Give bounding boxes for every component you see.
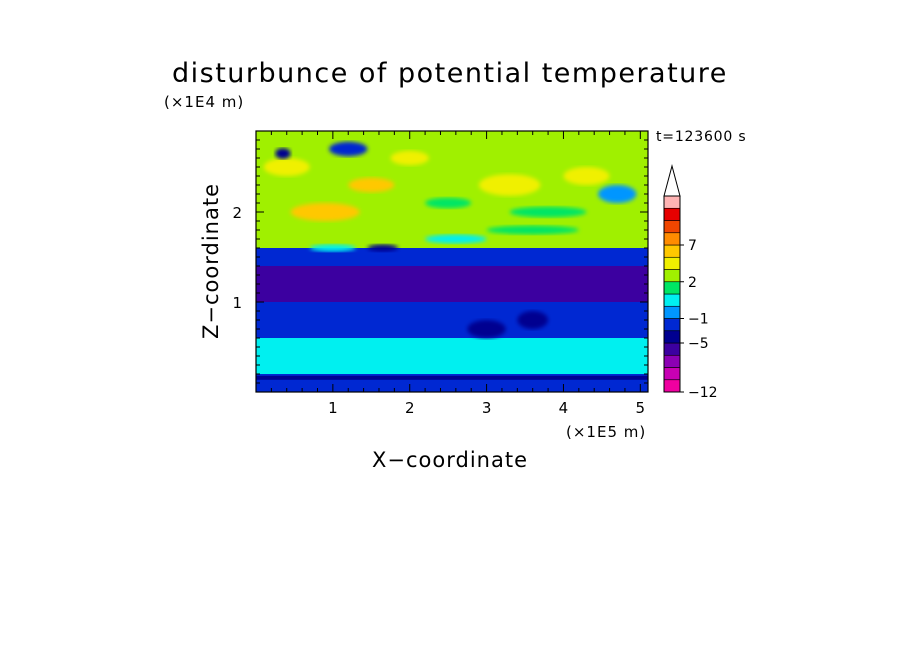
colorbar-swatch (663, 207, 681, 221)
field-feature (263, 158, 310, 176)
colorbar-swatch (663, 220, 681, 234)
plot-frame (255, 130, 649, 393)
y-axis-label: Z−coordinate (199, 183, 223, 339)
field-band (256, 248, 648, 266)
field-feature (425, 197, 472, 209)
colorbar-swatch (663, 354, 681, 368)
colorbar-label: −5 (688, 336, 709, 352)
field-feature (598, 185, 637, 203)
field-feature (279, 348, 326, 364)
colorbar-swatch (663, 293, 681, 307)
x-tick-label: 5 (636, 399, 646, 417)
colorbar-swatch (663, 342, 681, 356)
colorbar-frame (663, 195, 681, 393)
axis-ticks (255, 130, 648, 393)
field-feature (348, 177, 395, 193)
field-band (256, 131, 648, 248)
x-tick-label: 1 (328, 399, 338, 417)
colorbar-swatch (663, 367, 681, 381)
field-feature (563, 167, 610, 185)
field-band (256, 266, 648, 302)
z-axis-unit: (×1E4 m) (164, 93, 245, 111)
x-tick-label: 2 (405, 399, 415, 417)
field-feature (467, 320, 506, 338)
colorbar-label: −1 (688, 312, 709, 328)
field-feature (517, 311, 549, 329)
colorbar-extend-max (663, 164, 681, 197)
colorbar-swatch (663, 244, 681, 258)
field-band (256, 302, 648, 338)
time-label: t=123600 s (656, 129, 747, 145)
tick-labels: 1 2 3 4 5 1 2 (232, 204, 645, 417)
colorbar-swatch (663, 330, 681, 344)
field-feature (486, 225, 579, 235)
x-tick-label: 3 (482, 399, 492, 417)
colorbar-swatch (663, 232, 681, 246)
colorbar-swatch (663, 281, 681, 295)
colorbar-label: 2 (688, 275, 697, 291)
field-feature (367, 244, 399, 252)
field-feature (290, 203, 360, 221)
field-feature (478, 174, 541, 196)
colorbar-swatch (663, 256, 681, 270)
colorbar-swatch (663, 195, 681, 209)
field-feature (329, 141, 368, 157)
colorbar-swatch (663, 305, 681, 319)
field-feature (509, 206, 587, 218)
colorbar: −12−5−127 (663, 164, 718, 401)
field-feature (571, 348, 618, 364)
contour-field (256, 131, 648, 392)
field-feature (309, 244, 356, 252)
y-tick-label: 1 (232, 294, 242, 312)
field-feature (425, 234, 487, 244)
x-axis-label: X−coordinate (372, 448, 528, 472)
x-tick-label: 4 (559, 399, 569, 417)
surface-layer (256, 375, 648, 380)
y-tick-label: 2 (232, 204, 242, 222)
colorbar-label: −12 (688, 385, 718, 401)
field-feature (348, 348, 395, 364)
field-feature (390, 150, 429, 166)
x-axis-unit: (×1E5 m) (566, 423, 647, 441)
colorbar-label: 7 (688, 238, 697, 254)
colorbar-swatch (663, 269, 681, 283)
chart-title: disturbunce of potential temperature (172, 58, 728, 89)
colorbar-swatch (663, 318, 681, 332)
field-feature (275, 148, 291, 159)
colorbar-swatch (663, 379, 681, 393)
